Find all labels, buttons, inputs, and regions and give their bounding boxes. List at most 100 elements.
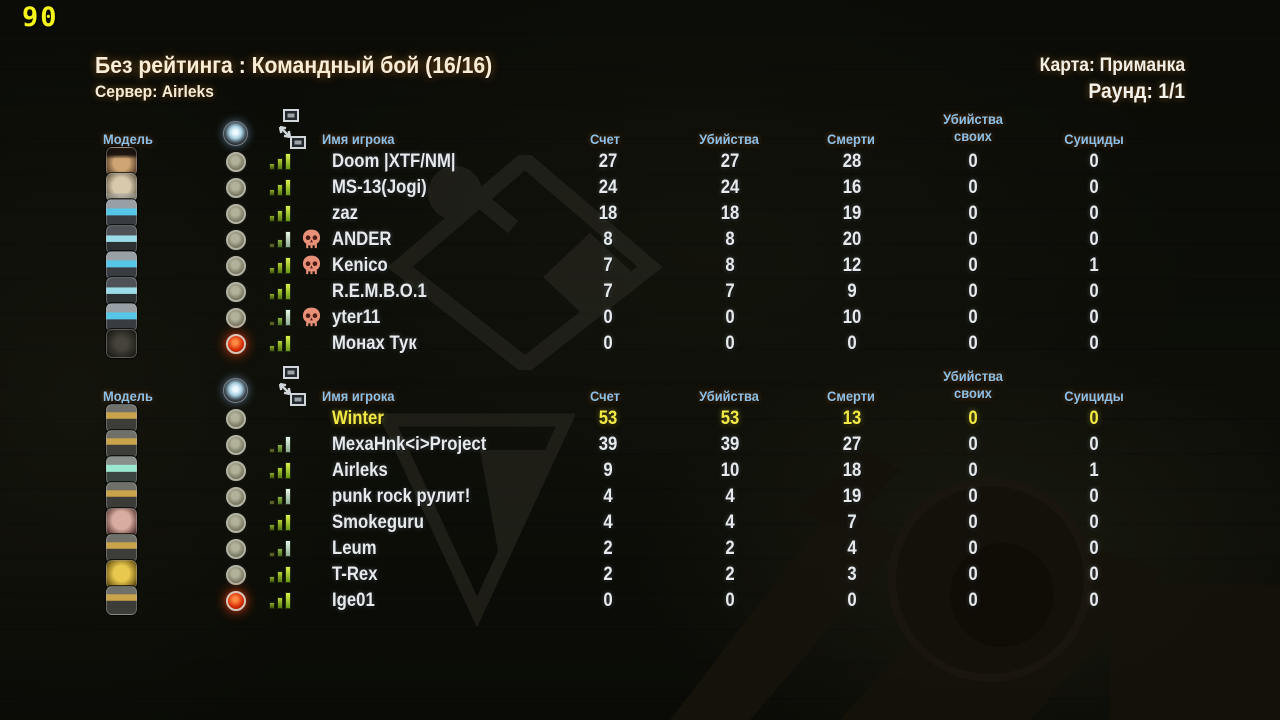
network-ping-icon (278, 366, 306, 406)
player-model-avatar (106, 586, 137, 615)
score-value: 0 (603, 333, 613, 354)
match-header: Без рейтинга : Командный бой (16/16) Сер… (95, 52, 527, 102)
player-name: Smokeguru (332, 512, 424, 533)
player-row: Ige01 0 0 0 0 0 (0, 586, 1280, 615)
kills-value: 53 (720, 408, 740, 429)
player-name: yter11 (332, 307, 381, 328)
team-kills-value: 0 (968, 281, 978, 302)
player-row: punk rock рулит! 4 4 19 0 0 (0, 482, 1280, 511)
ping-bars-icon (269, 462, 297, 479)
score-value: 24 (598, 177, 618, 198)
player-row: MexaHnk<i>Project 39 39 27 0 0 (0, 430, 1280, 459)
player-model-avatar (106, 404, 137, 433)
column-team-kills: Убийства своих (943, 111, 1003, 144)
kills-value: 4 (725, 486, 735, 507)
team-kills-value: 0 (968, 538, 978, 559)
score-value: 4 (603, 512, 613, 533)
kills-value: 39 (720, 434, 740, 455)
kills-value: 0 (725, 333, 735, 354)
score-value: 53 (598, 408, 618, 429)
map-label: Карта: Приманка (1039, 55, 1185, 76)
column-score: Счет (590, 131, 620, 147)
voice-status-circle-icon (223, 378, 248, 403)
player-row: R.E.M.B.O.1 7 7 9 0 0 (0, 277, 1280, 306)
player-model-avatar (106, 560, 137, 589)
team-kills-value: 0 (968, 408, 978, 429)
player-name: MexaHnk<i>Project (332, 434, 487, 455)
kills-value: 18 (720, 203, 740, 224)
player-name: punk rock рулит! (332, 486, 471, 507)
suicides-value: 0 (1089, 151, 1099, 172)
deaths-value: 9 (847, 281, 857, 302)
player-name: Leum (332, 538, 377, 559)
suicides-value: 0 (1089, 281, 1099, 302)
player-name: Winter (332, 408, 384, 429)
deaths-value: 13 (842, 408, 862, 429)
team1-rows: Doom |XTF/NM| 27 27 28 0 0 MS-13(Jogi) 24 24 16 0 0… (0, 147, 1280, 358)
kills-value: 10 (720, 460, 740, 481)
deaths-value: 3 (847, 564, 857, 585)
column-model: Модель (103, 388, 153, 404)
team2-table-header: Модель Имя игрока Счет Убийства Смерти У… (0, 366, 1280, 406)
column-deaths: Смерти (827, 388, 875, 404)
player-name: Airleks (332, 460, 388, 481)
ping-bars-icon (269, 153, 297, 170)
team-kills-value: 0 (968, 229, 978, 250)
status-indicator (226, 461, 246, 481)
suicides-value: 0 (1089, 307, 1099, 328)
status-indicator (226, 178, 246, 198)
suicides-value: 0 (1089, 408, 1099, 429)
deaths-value: 4 (847, 538, 857, 559)
round-timer: 90 (22, 2, 59, 33)
team-kills-value: 0 (968, 203, 978, 224)
deaths-value: 10 (842, 307, 862, 328)
player-row: yter11 0 0 10 0 0 (0, 303, 1280, 332)
score-value: 27 (598, 151, 618, 172)
score-value: 7 (603, 281, 613, 302)
player-model-avatar (106, 303, 137, 332)
score-value: 4 (603, 486, 613, 507)
ping-bars-icon (269, 436, 297, 453)
score-value: 0 (603, 307, 613, 328)
status-indicator (226, 435, 246, 455)
team2-rows: Winter 53 53 13 0 0 MexaHnk<i>Project 39 39 27 0 0 A… (0, 404, 1280, 615)
ping-bars-icon (269, 205, 297, 222)
player-row: Монах Тук 0 0 0 0 0 (0, 329, 1280, 358)
status-indicator (226, 591, 246, 611)
skull-icon (300, 254, 323, 277)
score-value: 2 (603, 564, 613, 585)
player-name: R.E.M.B.O.1 (332, 281, 427, 302)
ping-bars-icon (269, 309, 297, 326)
deaths-value: 20 (842, 229, 862, 250)
player-row: ANDER 8 8 20 0 0 (0, 225, 1280, 254)
suicides-value: 0 (1089, 333, 1099, 354)
deaths-value: 19 (842, 203, 862, 224)
status-indicator (226, 204, 246, 224)
deaths-value: 18 (842, 460, 862, 481)
column-suicides: Суициды (1064, 388, 1124, 404)
score-value: 39 (598, 434, 618, 455)
team2-emblem-watermark (380, 413, 575, 627)
suicides-value: 0 (1089, 229, 1099, 250)
team-kills-value: 0 (968, 151, 978, 172)
rifle-silhouette (670, 450, 1280, 720)
player-model-avatar (106, 329, 137, 358)
suicides-value: 1 (1089, 460, 1099, 481)
kills-value: 2 (725, 564, 735, 585)
skull-icon (300, 306, 323, 329)
player-row: Smokeguru 4 4 7 0 0 (0, 508, 1280, 537)
player-name: MS-13(Jogi) (332, 177, 427, 198)
player-model-avatar (106, 534, 137, 563)
suicides-value: 0 (1089, 590, 1099, 611)
team-kills-value: 0 (968, 460, 978, 481)
suicides-value: 0 (1089, 538, 1099, 559)
suicides-value: 0 (1089, 203, 1099, 224)
column-model: Модель (103, 131, 153, 147)
player-name: Монах Тук (332, 333, 417, 354)
status-indicator (226, 487, 246, 507)
status-indicator (226, 256, 246, 276)
player-model-avatar (106, 430, 137, 459)
deaths-value: 0 (847, 590, 857, 611)
team-kills-value: 0 (968, 333, 978, 354)
